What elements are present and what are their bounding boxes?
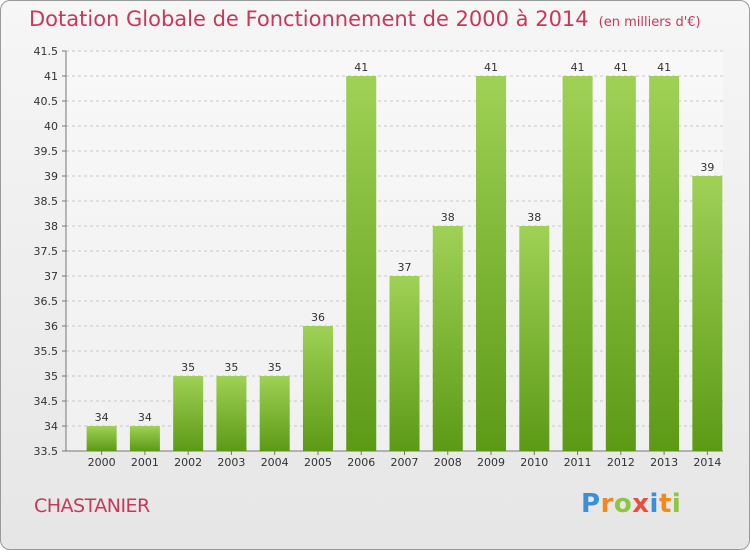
- x-tick-label: 2005: [304, 456, 332, 469]
- data-label: 35: [224, 361, 238, 374]
- y-tick-label: 34: [44, 420, 58, 433]
- data-label: 37: [398, 261, 412, 274]
- bar: [216, 376, 247, 451]
- bar: [346, 76, 377, 451]
- logo-letter: P: [581, 489, 601, 519]
- bar: [605, 76, 636, 451]
- y-tick-label: 38: [44, 220, 58, 233]
- proxiti-logo: Proxiti: [581, 489, 681, 519]
- y-tick-label: 41.5: [34, 45, 59, 58]
- logo-letter: o: [613, 489, 633, 519]
- x-tick-label: 2006: [347, 456, 375, 469]
- x-tick-label: 2007: [391, 456, 419, 469]
- bar: [86, 426, 117, 451]
- data-label: 34: [95, 411, 109, 424]
- y-tick-label: 39: [44, 170, 58, 183]
- bar: [302, 326, 333, 451]
- y-tick-label: 37.5: [34, 245, 59, 258]
- y-tick-label: 41: [44, 70, 58, 83]
- y-tick-label: 35: [44, 370, 58, 383]
- x-tick-label: 2002: [174, 456, 202, 469]
- bar: [129, 426, 160, 451]
- bar: [476, 76, 507, 451]
- bar: [173, 376, 204, 451]
- x-tick-label: 2009: [477, 456, 505, 469]
- bar: [432, 226, 463, 451]
- y-tick-label: 34.5: [34, 395, 59, 408]
- data-label: 35: [181, 361, 195, 374]
- chart-title: Dotation Globale de Fonctionnement de 20…: [29, 7, 701, 31]
- data-label: 41: [354, 61, 368, 74]
- data-label: 38: [527, 211, 541, 224]
- logo-letter: t: [658, 489, 672, 519]
- x-tick-label: 2014: [693, 456, 721, 469]
- y-tick-label: 37: [44, 270, 58, 283]
- data-label: 41: [657, 61, 671, 74]
- logo-letter: i: [649, 489, 659, 519]
- bar: [649, 76, 680, 451]
- data-label: 34: [138, 411, 152, 424]
- data-label: 41: [484, 61, 498, 74]
- bar: [389, 276, 420, 451]
- y-tick-label: 39.5: [34, 145, 59, 158]
- logo-letter: r: [600, 489, 614, 519]
- y-tick-label: 40: [44, 120, 58, 133]
- x-tick-label: 2003: [217, 456, 245, 469]
- data-label: 38: [441, 211, 455, 224]
- y-tick-label: 38.5: [34, 195, 59, 208]
- x-tick-label: 2012: [607, 456, 635, 469]
- x-tick-label: 2010: [520, 456, 548, 469]
- logo-letter: i: [671, 489, 682, 519]
- town-name: CHASTANIER: [34, 495, 150, 517]
- y-tick-label: 35.5: [34, 345, 59, 358]
- chart-title-text: Dotation Globale de Fonctionnement de 20…: [29, 7, 589, 31]
- x-tick-label: 2013: [650, 456, 678, 469]
- x-tick-label: 2001: [131, 456, 159, 469]
- x-tick-label: 2004: [261, 456, 289, 469]
- bar: [259, 376, 290, 451]
- y-tick-label: 36.5: [34, 295, 59, 308]
- data-label: 39: [700, 161, 714, 174]
- data-label: 35: [268, 361, 282, 374]
- x-tick-label: 2011: [564, 456, 592, 469]
- data-label: 36: [311, 311, 325, 324]
- y-tick-label: 33.5: [34, 445, 59, 458]
- data-label: 41: [614, 61, 628, 74]
- bar: [519, 226, 550, 451]
- chart-unit: (en milliers d'€): [598, 15, 701, 30]
- data-label: 41: [571, 61, 585, 74]
- y-tick-label: 40.5: [34, 95, 59, 108]
- y-tick-label: 36: [44, 320, 58, 333]
- bar: [692, 176, 723, 451]
- bar: [562, 76, 593, 451]
- logo-letter: x: [632, 489, 650, 519]
- x-tick-label: 2000: [88, 456, 116, 469]
- x-tick-label: 2008: [434, 456, 462, 469]
